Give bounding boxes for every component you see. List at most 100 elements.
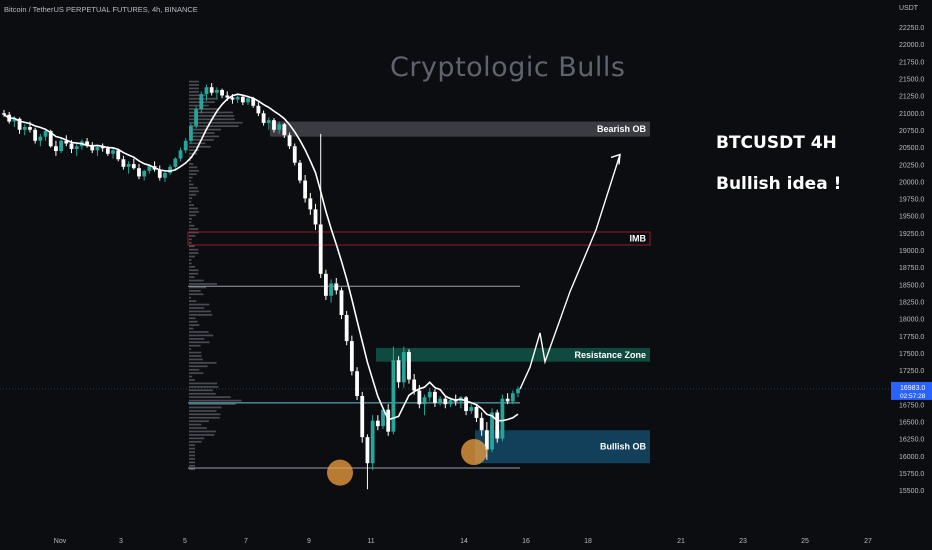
- candle-body: [391, 360, 396, 432]
- candle-body: [355, 371, 359, 396]
- y-tick-label: 16250.0: [899, 437, 924, 444]
- candle-body: [64, 140, 69, 144]
- candle-body: [256, 105, 261, 114]
- x-tick-label: 18: [584, 538, 592, 545]
- candle-body: [163, 172, 167, 178]
- projection-arrowhead: [610, 153, 621, 165]
- candle-body: [147, 166, 152, 171]
- candle-body: [490, 412, 494, 450]
- projection-arrow: [519, 153, 621, 390]
- volume-profile-bar: [189, 355, 202, 357]
- y-tick-label: 18250.0: [899, 299, 924, 306]
- volume-profile-bar: [189, 410, 217, 412]
- volume-profile-bar: [189, 427, 207, 429]
- candle-body: [28, 127, 32, 130]
- candle-body: [479, 417, 484, 431]
- y-tick-label: 18500.0: [899, 282, 924, 289]
- volume-profile: [189, 80, 243, 471]
- volume-profile-bar: [189, 348, 191, 351]
- volume-profile-bar: [189, 461, 195, 464]
- candle-body: [323, 273, 328, 296]
- volume-profile-bar: [189, 386, 219, 388]
- volume-profile-bar: [189, 293, 204, 296]
- candle-body: [272, 120, 276, 130]
- candle-body: [464, 397, 468, 412]
- volume-profile-bar: [189, 94, 207, 97]
- candle-body: [510, 393, 515, 402]
- candle-body: [349, 341, 354, 372]
- candle-body: [105, 148, 110, 154]
- volume-profile-bar: [189, 331, 209, 333]
- candle-body: [33, 129, 38, 141]
- candle-body: [412, 379, 417, 391]
- volume-profile-bar: [189, 265, 196, 268]
- volume-profile-bar: [189, 403, 236, 405]
- volume-profile-bar: [189, 241, 192, 244]
- volume-profile-bar: [189, 214, 196, 217]
- low-highlight-circle: [461, 439, 487, 466]
- volume-profile-bar: [189, 396, 231, 399]
- volume-profile-bar: [189, 252, 199, 254]
- y-tick-label: 18000.0: [899, 317, 924, 324]
- volume-profile-bar: [189, 344, 201, 347]
- candle-body: [375, 420, 380, 427]
- volume-profile-bar: [189, 317, 196, 320]
- volume-profile-bar: [189, 84, 199, 86]
- candle-body: [303, 180, 308, 199]
- candle-body: [199, 94, 204, 110]
- volume-profile-bar: [189, 434, 215, 436]
- y-tick-label: 20250.0: [899, 162, 924, 169]
- candle-body: [261, 113, 266, 123]
- zone-label: Resistance Zone: [574, 350, 646, 360]
- volume-profile-bar: [189, 128, 221, 131]
- moving-average-line: [3, 93, 519, 422]
- candle-body: [344, 315, 349, 342]
- y-tick-label: 16750.0: [899, 402, 924, 409]
- zone-box: [187, 231, 651, 246]
- volume-profile-bar: [189, 276, 195, 278]
- candle-body: [360, 395, 365, 438]
- y-tick-label: 20750.0: [899, 128, 924, 135]
- candle-body: [90, 144, 95, 151]
- volume-profile-bar: [189, 135, 220, 138]
- time-axis: Nov 3 5 7 9 11 14 16 18 21 23 25 27: [0, 532, 932, 550]
- volume-profile-bar: [189, 207, 198, 210]
- volume-profile-bar: [189, 337, 205, 340]
- projection-path: [519, 154, 621, 390]
- zone-label: IMB: [630, 234, 647, 244]
- y-tick-label: 17750.0: [899, 334, 924, 341]
- volume-profile-bar: [189, 248, 199, 251]
- volume-profile-bar: [189, 190, 199, 193]
- candle-body: [438, 398, 443, 403]
- candle-body: [448, 400, 453, 405]
- volume-profile-bar: [189, 300, 197, 302]
- volume-profile-bar: [189, 351, 202, 354]
- volume-profile-bar: [189, 358, 203, 361]
- candle-body: [266, 120, 271, 123]
- candles: [2, 83, 520, 490]
- y-tick-label: 15500.0: [899, 488, 924, 495]
- y-tick-label: 17500.0: [899, 351, 924, 358]
- candle-body: [194, 109, 199, 126]
- candle-body: [500, 398, 505, 439]
- volume-profile-bar: [189, 451, 195, 453]
- candle-body: [225, 95, 230, 98]
- y-tick-label: 19250.0: [899, 231, 924, 238]
- volume-profile-bar: [189, 303, 210, 306]
- volume-profile-bar: [189, 238, 192, 241]
- volume-profile-bar: [189, 420, 209, 423]
- volume-profile-bar: [189, 255, 196, 258]
- volume-profile-bar: [189, 423, 202, 426]
- volume-profile-bar: [189, 324, 200, 326]
- candle-body: [433, 391, 437, 403]
- volume-profile-bar: [189, 416, 220, 419]
- candle-body: [422, 397, 427, 405]
- candle-body: [365, 437, 370, 464]
- candle-body: [318, 224, 323, 274]
- candle-body: [220, 89, 224, 96]
- y-tick-label: 19750.0: [899, 197, 924, 204]
- candle-body: [329, 283, 333, 296]
- candle-body: [469, 406, 474, 412]
- candle-body: [157, 169, 162, 178]
